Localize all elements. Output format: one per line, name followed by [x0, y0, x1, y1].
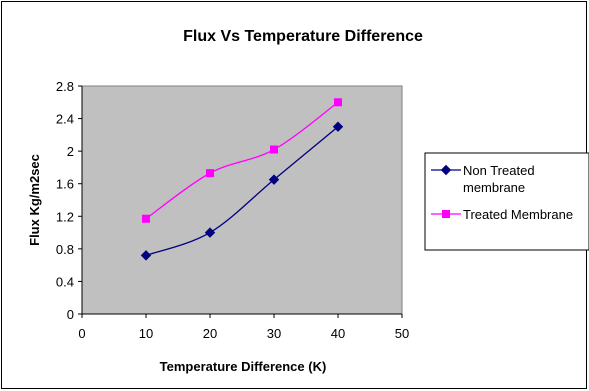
legend-entry: Treated Membrane: [431, 207, 573, 222]
legend-box: [424, 152, 589, 251]
x-tick-label: 10: [139, 326, 153, 341]
series-1: [140, 121, 344, 261]
legend-marker: [442, 210, 450, 218]
chart-title: Flux Vs Temperature Difference: [183, 28, 423, 45]
data-point: [206, 169, 214, 178]
x-tick-label: 40: [331, 326, 345, 341]
plot-area: [81, 85, 403, 315]
y-tick-label: 2.8: [56, 79, 74, 94]
y-tick-label: 1.6: [56, 177, 74, 192]
y-axis: 0 0.4 0.8 1.2 1.6 2 2.4 2.8: [56, 79, 83, 322]
data-point: [268, 174, 280, 185]
legend-label: Non Treated: [463, 163, 535, 178]
y-tick-label: 1.2: [56, 209, 74, 224]
y-tick-label: 0.4: [56, 274, 74, 289]
x-tick-label: 30: [267, 326, 281, 341]
series-layer: [140, 98, 344, 261]
series-line: [145, 101, 339, 220]
data-point: [142, 214, 150, 223]
x-axis-title: Temperature Difference (K): [160, 359, 327, 374]
data-point: [140, 250, 152, 261]
y-tick-label: 2.4: [56, 112, 74, 127]
y-tick-label: 0.8: [56, 242, 74, 257]
legend: Non Treated membrane Treated Membrane: [424, 152, 589, 251]
data-point: [204, 227, 216, 238]
y-tick-label: 0: [67, 307, 74, 322]
x-tick-label: 50: [395, 326, 409, 341]
data-point: [270, 145, 278, 154]
data-point: [332, 121, 344, 132]
legend-entry: Non Treated membrane: [431, 163, 535, 195]
y-tick-label: 2: [67, 144, 74, 159]
legend-label: Treated Membrane: [463, 207, 573, 222]
data-point: [334, 98, 342, 107]
legend-label: membrane: [463, 180, 525, 195]
legend-marker: [440, 164, 452, 176]
series-2: [142, 98, 342, 223]
x-tick-label: 0: [78, 326, 85, 341]
x-tick-label: 20: [203, 326, 217, 341]
y-axis-title: Flux Kg/m2sec: [27, 154, 42, 246]
series-line: [145, 126, 339, 256]
x-axis: 0 10 20 30 40 50: [78, 313, 409, 341]
